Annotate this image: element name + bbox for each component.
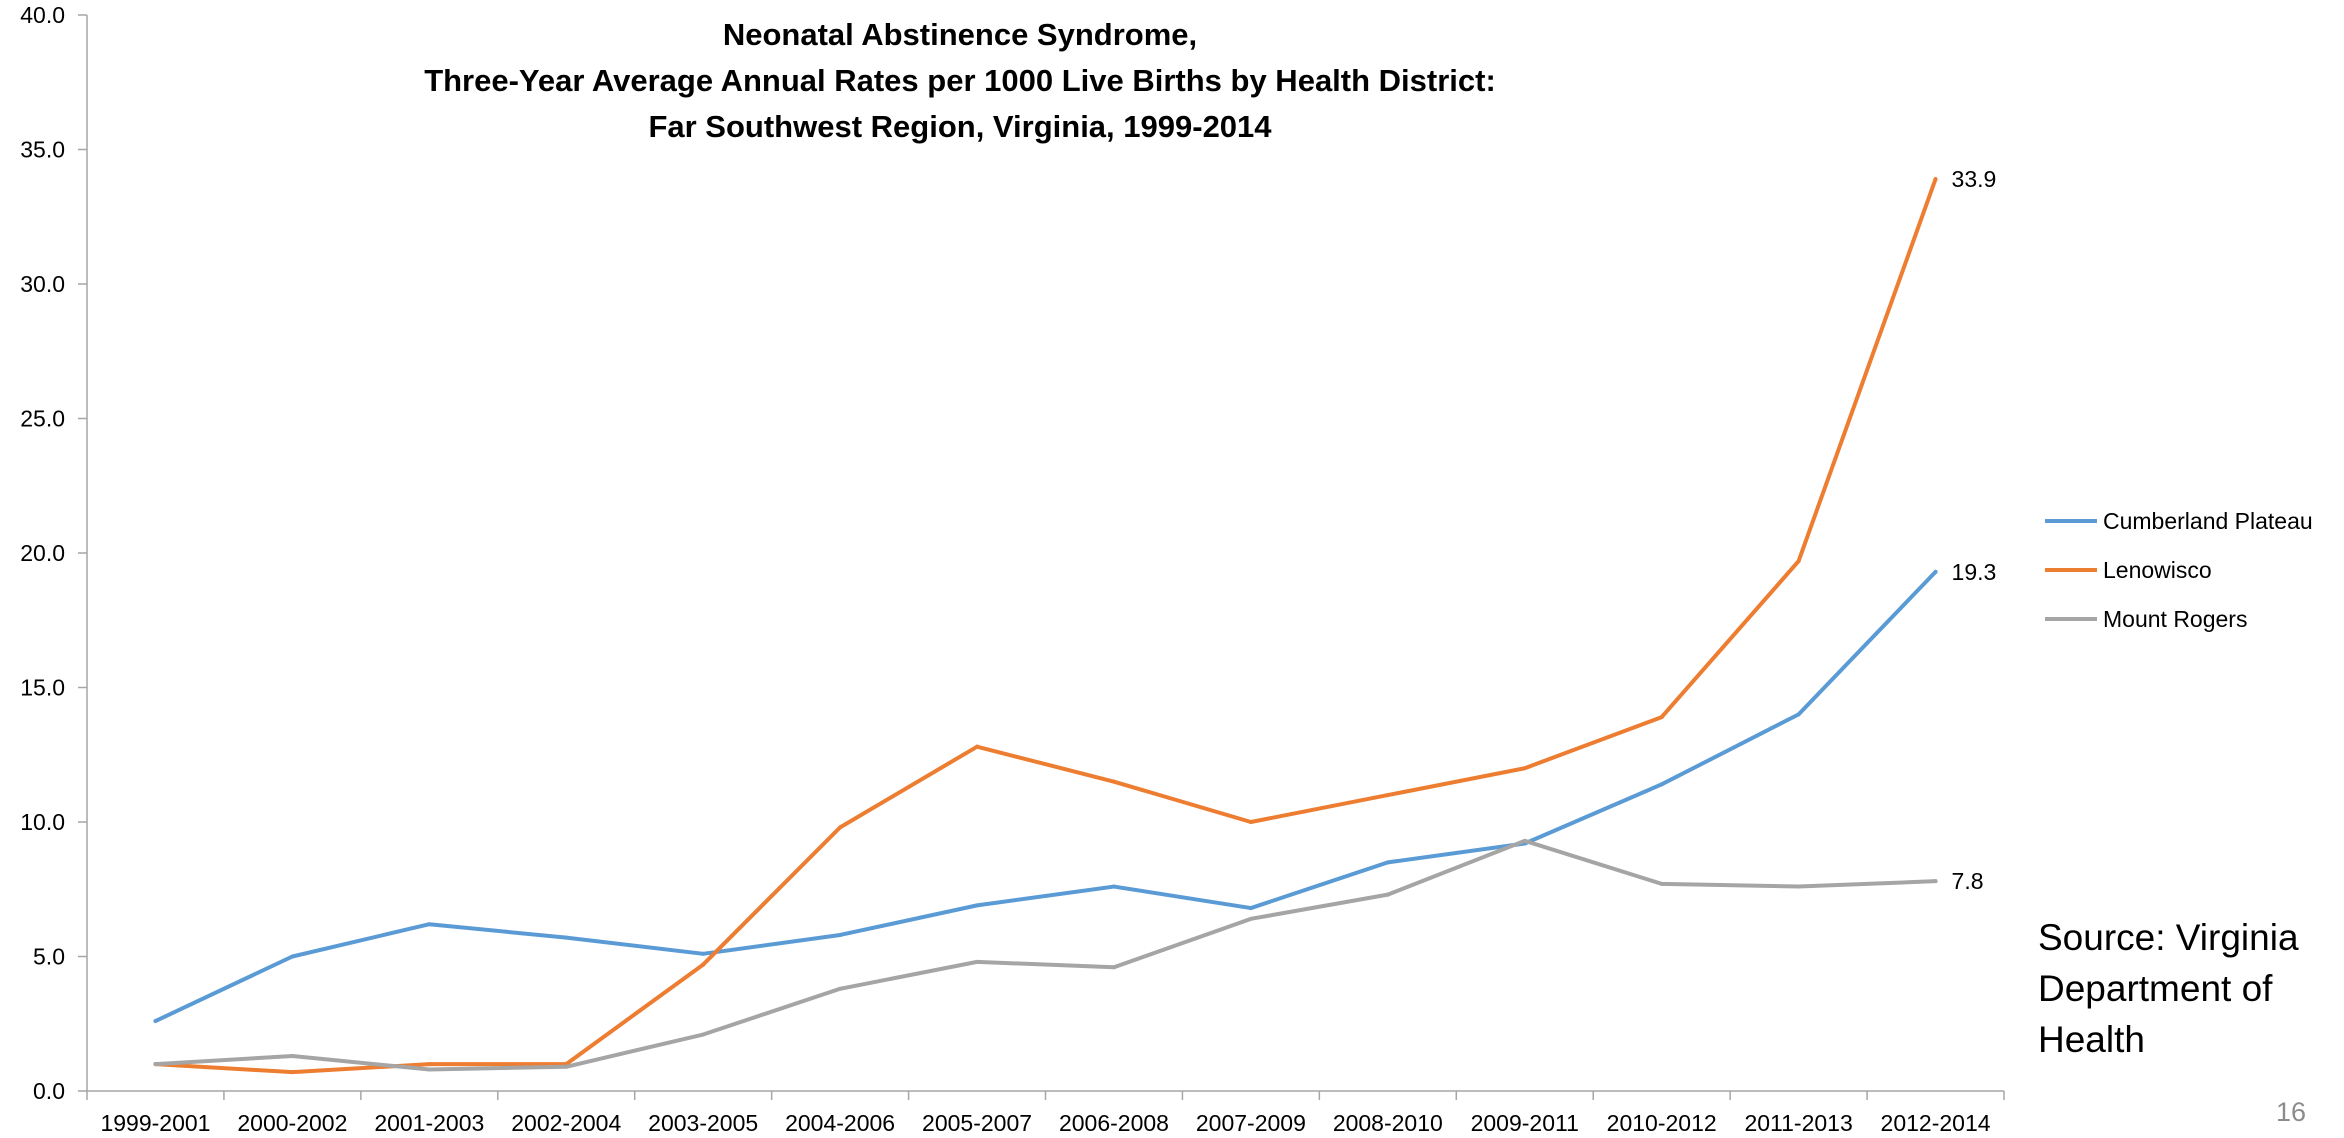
data-point (1796, 884, 1801, 889)
data-point (1933, 177, 1938, 182)
x-tick-label: 2003-2005 (648, 1110, 758, 1136)
data-point (1385, 892, 1390, 897)
data-point (1796, 712, 1801, 717)
data-point (290, 1070, 295, 1075)
data-point (838, 825, 843, 830)
series-lines (153, 177, 1938, 1075)
x-tick-label: 2002-2004 (511, 1110, 621, 1136)
chart-title-line-2: Three-Year Average Annual Rates per 1000… (424, 63, 1496, 98)
series-line-mount-rogers (153, 838, 1938, 1072)
data-point (1385, 793, 1390, 798)
data-point (1796, 559, 1801, 564)
series-line-cumberland-plateau (153, 569, 1938, 1024)
data-point (1111, 884, 1116, 889)
y-tick-label: 5.0 (33, 944, 65, 970)
data-point (1385, 860, 1390, 865)
data-point (838, 986, 843, 991)
data-point (153, 1019, 158, 1024)
source-line-2: Department of (2038, 968, 2273, 1009)
data-point (1111, 965, 1116, 970)
x-tick-label: 2000-2002 (237, 1110, 347, 1136)
legend-label: Cumberland Plateau (2103, 508, 2313, 534)
series-line-lenowisco (153, 177, 1938, 1075)
data-point (1111, 779, 1116, 784)
data-point (427, 1062, 432, 1067)
end-value-label: 7.8 (1952, 868, 1984, 894)
x-tick-label: 2011-2013 (1744, 1110, 1852, 1136)
source-note: Source: Virginia Department of Health (2038, 917, 2299, 1060)
data-point (1659, 881, 1664, 886)
x-tick-label: 1999-2001 (100, 1110, 210, 1136)
data-point (975, 903, 980, 908)
data-point (975, 959, 980, 964)
x-tick-label: 2008-2010 (1333, 1110, 1443, 1136)
legend-label: Lenowisco (2103, 557, 2212, 583)
y-tick-label: 10.0 (20, 809, 65, 835)
end-labels: 19.3 33.9 7.8 (1952, 166, 1997, 894)
data-point (1248, 916, 1253, 921)
x-tick-label: 2004-2006 (785, 1110, 895, 1136)
data-point (701, 1032, 706, 1037)
data-point (838, 932, 843, 937)
data-point (564, 1064, 569, 1069)
y-tick-label: 35.0 (20, 137, 65, 163)
x-tick-label: 2001-2003 (374, 1110, 484, 1136)
page-number: 16 (2276, 1097, 2306, 1127)
legend-label: Mount Rogers (2103, 606, 2247, 632)
data-point (701, 951, 706, 956)
data-point (1659, 715, 1664, 720)
y-tick-label: 15.0 (20, 675, 65, 701)
x-tick-label: 2006-2008 (1059, 1110, 1169, 1136)
y-tick-label: 25.0 (20, 406, 65, 432)
data-point (427, 1067, 432, 1072)
data-point (1659, 782, 1664, 787)
source-line-3: Health (2038, 1019, 2145, 1060)
data-point (1248, 820, 1253, 824)
y-tick-label: 30.0 (20, 271, 65, 297)
data-point (290, 1054, 295, 1059)
data-point (427, 922, 432, 927)
data-point (701, 962, 706, 967)
y-tick-label: 40.0 (20, 2, 65, 28)
x-tick-label: 2010-2012 (1607, 1110, 1717, 1136)
y-tick-label: 0.0 (33, 1078, 65, 1104)
chart-title-line-3: Far Southwest Region, Virginia, 1999-201… (648, 109, 1272, 144)
end-value-label: 19.3 (1952, 559, 1997, 585)
data-point (1933, 879, 1938, 884)
data-point (153, 1062, 158, 1067)
data-point (1933, 569, 1938, 574)
axes: 0.0 5.0 10.0 15.0 20.0 25.0 30.0 35.0 40.0 1999-2… (20, 2, 2005, 1136)
data-point (1522, 766, 1527, 771)
x-tick-label: 2005-2007 (922, 1110, 1032, 1136)
data-point (564, 935, 569, 940)
y-tick-label: 20.0 (20, 540, 65, 566)
source-line-1: Source: Virginia (2038, 917, 2299, 958)
data-point (975, 744, 980, 749)
x-tick-label: 2012-2014 (1881, 1110, 1991, 1136)
x-tick-label: 2009-2011 (1471, 1110, 1579, 1136)
x-tick-label: 2007-2009 (1196, 1110, 1306, 1136)
legend: Cumberland Plateau Lenowisco Mount Rogers (2045, 508, 2313, 632)
chart-title-line-1: Neonatal Abstinence Syndrome, (723, 17, 1197, 52)
chart-title: Neonatal Abstinence Syndrome, Three-Year… (424, 17, 1496, 144)
data-point (290, 954, 295, 959)
data-point (1522, 838, 1527, 843)
data-point (1248, 906, 1253, 911)
end-value-label: 33.9 (1952, 166, 1997, 192)
